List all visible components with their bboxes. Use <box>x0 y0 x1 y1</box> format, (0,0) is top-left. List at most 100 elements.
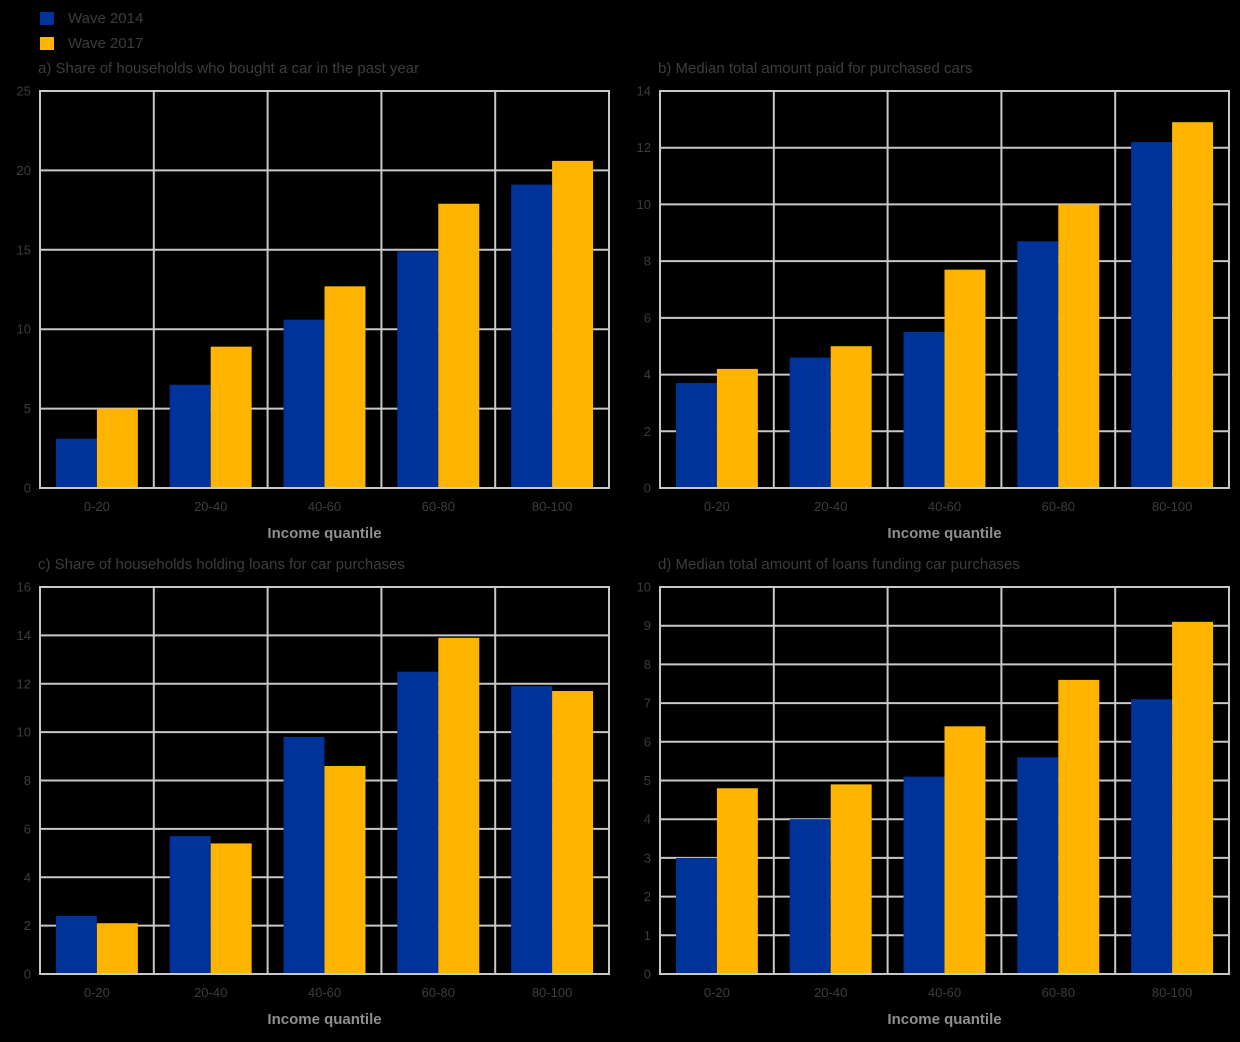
y-tick-label: 7 <box>644 696 651 711</box>
y-tick-label: 0 <box>644 967 651 982</box>
bar-wave-2017-80-100 <box>1172 621 1214 974</box>
plot-border <box>39 90 610 489</box>
y-tick-label: 0 <box>24 481 31 496</box>
bar-wave-2017-40-60 <box>324 765 366 974</box>
bar-wave-2017-0-20 <box>716 788 758 974</box>
y-tick-label: 15 <box>17 242 31 257</box>
panel-c-title: c) Share of households holding loans for… <box>38 556 405 573</box>
bar-wave-2014-0-20 <box>675 383 717 488</box>
y-tick-label: 6 <box>644 734 651 749</box>
panel-a-title: a) Share of households who bought a car … <box>38 60 420 77</box>
bar-wave-2014-20-40 <box>789 819 831 974</box>
y-tick-label: 20 <box>17 163 31 178</box>
x-tick-label: 20-40 <box>194 985 227 1000</box>
x-tick-label: 0-20 <box>704 499 730 514</box>
bar-wave-2014-60-80 <box>1017 757 1059 974</box>
y-tick-label: 14 <box>637 86 651 99</box>
x-axis-title: Income quantile <box>887 525 1001 542</box>
plot-border <box>659 586 1230 975</box>
panel-b-chart: 0 2 4 6 8 10 12 14 0-20 20-40 40-60 60-80 80-100 Inco… <box>637 86 1230 542</box>
bar-wave-2014-0-20 <box>55 438 97 488</box>
y-tick-label: 5 <box>24 401 31 416</box>
bar-wave-2014-80-100 <box>1131 142 1173 489</box>
bar-wave-2014-20-40 <box>169 384 211 488</box>
panel-b-title: b) Median total amount paid for purchase… <box>658 60 973 77</box>
y-tick-label: 10 <box>637 197 651 212</box>
x-tick-label: 60-80 <box>1042 499 1075 514</box>
y-tick-label: 1 <box>644 928 651 943</box>
legend-swatch-wave-2014-icon <box>40 12 54 25</box>
y-tick-label: 8 <box>644 254 651 269</box>
x-tick-label: 20-40 <box>194 499 227 514</box>
y-tick-label: 4 <box>644 367 651 382</box>
panel-d: d) Median total amount of loans funding … <box>620 556 1238 1032</box>
y-tick-label: 0 <box>24 967 31 982</box>
legend-item-wave-2014: Wave 2014 <box>40 6 143 31</box>
x-tick-label: 0-20 <box>84 985 110 1000</box>
panel-a-chart: 0 5 10 15 20 25 0-20 20-40 40-60 60-80 80-100 Incom… <box>17 86 610 542</box>
x-tick-label: 20-40 <box>814 985 847 1000</box>
x-tick-label: 40-60 <box>308 985 341 1000</box>
y-tick-label: 4 <box>24 870 31 885</box>
x-tick-label: 80-100 <box>532 499 572 514</box>
y-tick-label: 4 <box>644 812 651 827</box>
bar-wave-2014-0-20 <box>55 915 97 974</box>
x-tick-label: 60-80 <box>422 499 455 514</box>
y-tick-label: 0 <box>644 481 651 496</box>
y-tick-label: 2 <box>644 424 651 439</box>
x-tick-label: 60-80 <box>1042 985 1075 1000</box>
legend-swatch-wave-2017-icon <box>40 37 54 50</box>
bar-wave-2017-0-20 <box>716 368 758 488</box>
y-tick-label: 2 <box>644 889 651 904</box>
plot-border <box>659 90 1230 489</box>
bar-wave-2014-80-100 <box>511 184 553 488</box>
panel-b: b) Median total amount paid for purchase… <box>620 60 1238 546</box>
bar-wave-2017-60-80 <box>1058 204 1100 488</box>
bar-wave-2014-40-60 <box>903 332 945 488</box>
bar-wave-2017-60-80 <box>1058 679 1100 974</box>
bar-wave-2014-80-100 <box>511 686 553 974</box>
x-tick-label: 40-60 <box>928 985 961 1000</box>
y-tick-label: 12 <box>637 140 651 155</box>
x-tick-label: 0-20 <box>84 499 110 514</box>
y-tick-label: 16 <box>17 582 31 595</box>
y-tick-label: 8 <box>644 657 651 672</box>
x-tick-label: 80-100 <box>1152 985 1192 1000</box>
legend-label-wave-2017: Wave 2017 <box>68 35 144 52</box>
y-tick-label: 2 <box>24 918 31 933</box>
bar-wave-2014-60-80 <box>397 671 439 974</box>
y-tick-label: 10 <box>637 582 651 595</box>
bar-wave-2014-20-40 <box>169 836 211 974</box>
bar-wave-2014-20-40 <box>789 357 831 488</box>
x-tick-label: 60-80 <box>422 985 455 1000</box>
x-tick-label: 40-60 <box>928 499 961 514</box>
chart-legend: Wave 2014 Wave 2017 <box>40 6 143 56</box>
x-axis-title: Income quantile <box>267 1011 381 1028</box>
bar-wave-2017-20-40 <box>210 346 252 488</box>
bar-wave-2017-20-40 <box>210 843 252 974</box>
y-tick-label: 12 <box>17 676 31 691</box>
bar-wave-2014-0-20 <box>675 857 717 974</box>
panel-a: a) Share of households who bought a car … <box>0 60 618 546</box>
y-tick-label: 6 <box>24 821 31 836</box>
bar-wave-2014-60-80 <box>397 251 439 488</box>
panel-d-chart: 0 1 2 3 4 5 6 7 8 9 10 0-20 20-40 40-60 60-80 80-100 Inc… <box>637 582 1230 1028</box>
bar-wave-2017-20-40 <box>830 784 872 974</box>
bar-wave-2014-40-60 <box>283 736 325 974</box>
x-tick-label: 80-100 <box>532 985 572 1000</box>
legend-label-wave-2014: Wave 2014 <box>68 10 144 27</box>
bar-wave-2017-60-80 <box>438 203 480 489</box>
y-tick-label: 8 <box>24 773 31 788</box>
x-tick-label: 80-100 <box>1152 499 1192 514</box>
bar-wave-2014-80-100 <box>1131 699 1173 974</box>
bar-wave-2017-0-20 <box>96 408 138 488</box>
x-axis-title: Income quantile <box>887 1011 1001 1028</box>
bar-wave-2017-40-60 <box>944 269 986 488</box>
x-tick-label: 40-60 <box>308 499 341 514</box>
panel-c: c) Share of households holding loans for… <box>0 556 618 1032</box>
bar-wave-2017-0-20 <box>96 923 138 974</box>
legend-item-wave-2017: Wave 2017 <box>40 31 143 56</box>
y-tick-label: 10 <box>17 725 31 740</box>
bar-wave-2017-40-60 <box>944 726 986 974</box>
